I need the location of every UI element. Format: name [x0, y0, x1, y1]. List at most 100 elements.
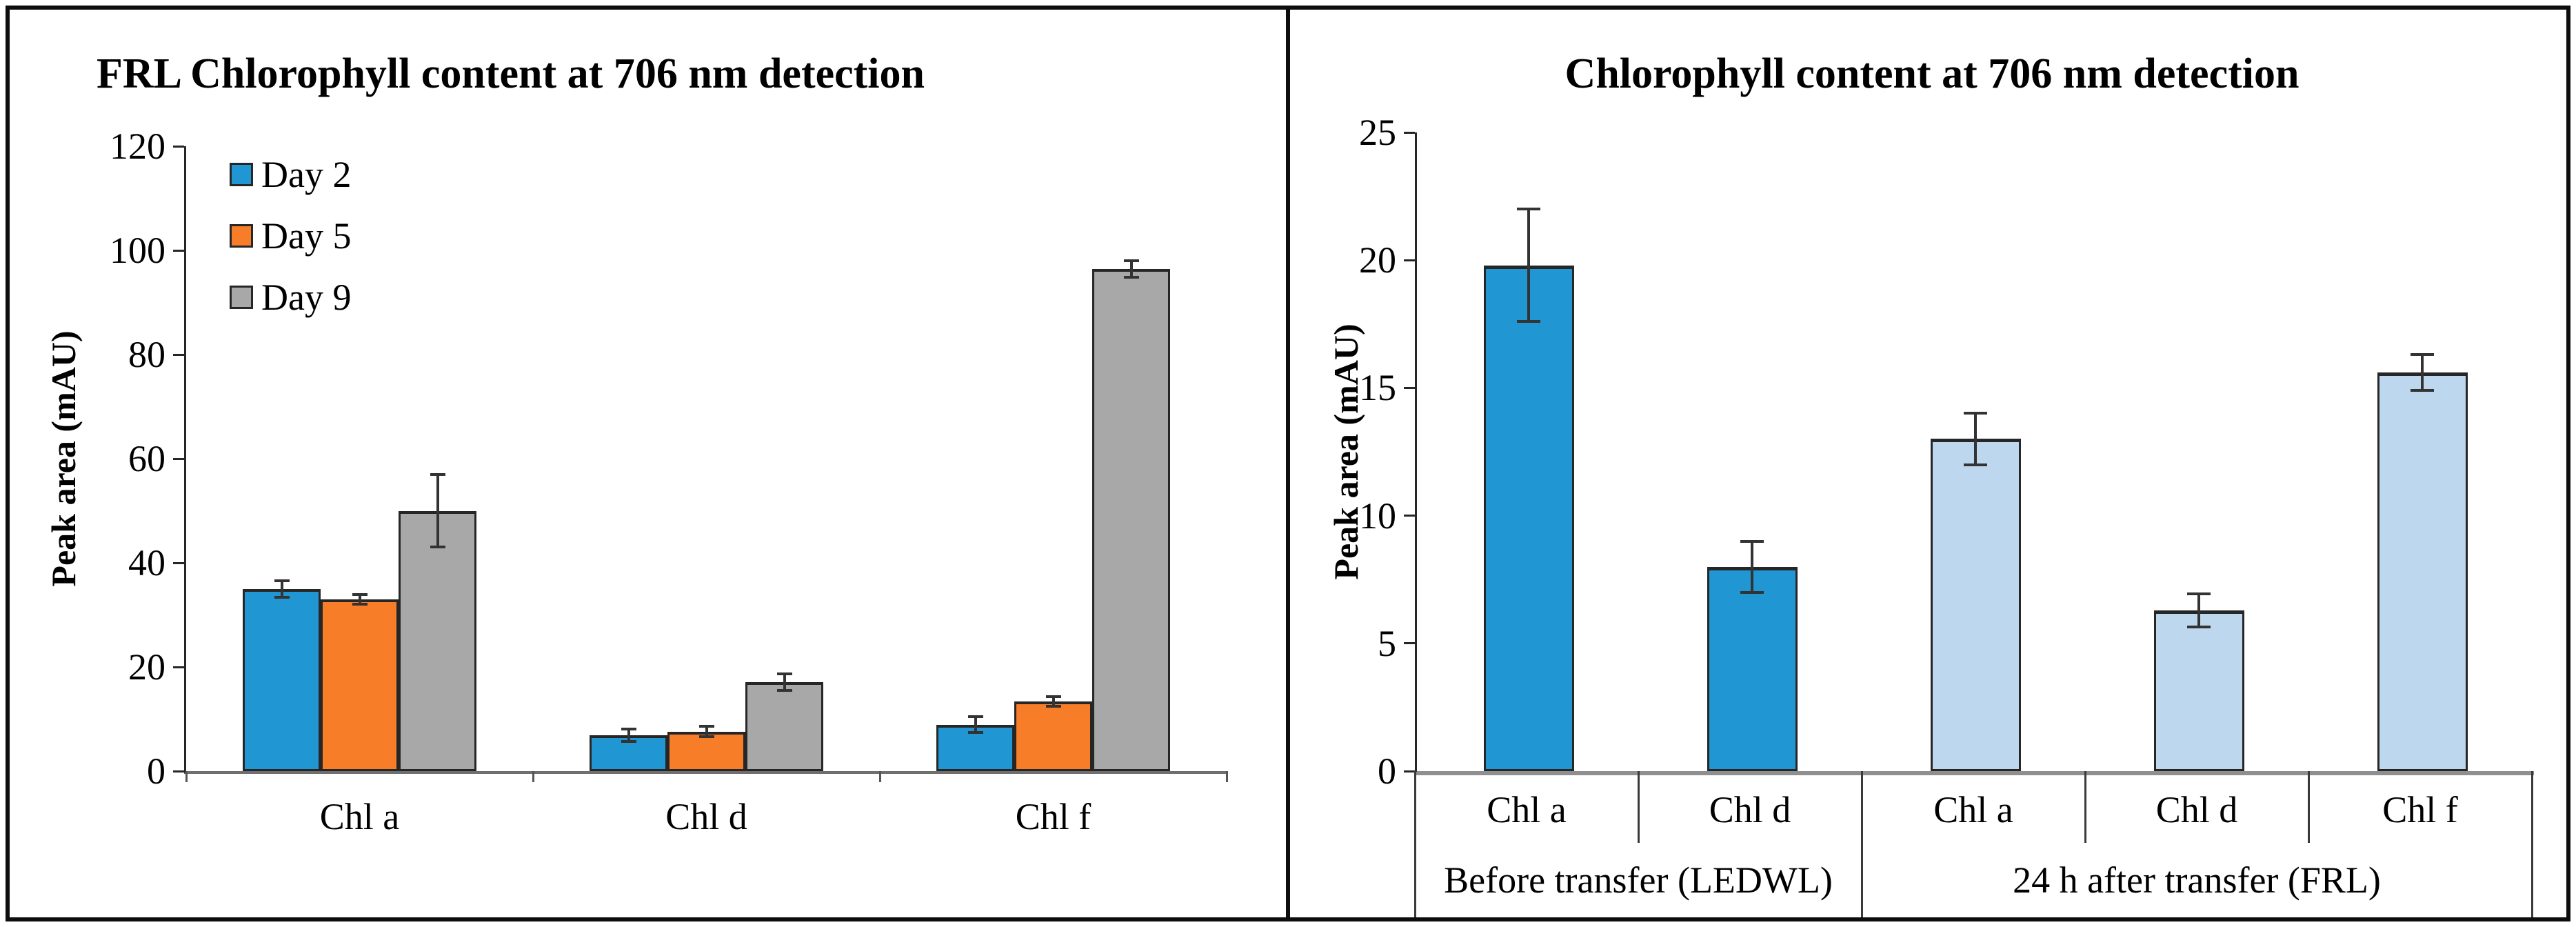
error-bar-cap-bottom — [1045, 704, 1061, 708]
error-bar-line — [2197, 593, 2200, 627]
error-bar-cap-bottom — [698, 735, 714, 739]
error-bar-line — [1051, 697, 1055, 706]
error-bar-cap-bottom — [1964, 463, 1987, 466]
transfer-bar-plot: 0 5 10 15 20 25 — [1359, 112, 2534, 792]
error-bar-line — [2421, 355, 2424, 391]
y-tick-label-80: 80 — [128, 334, 165, 375]
error-bar-cap-top — [1740, 539, 1764, 543]
group-label-before-transfer-ledwl-: Before transfer (LEDWL) — [1444, 859, 1833, 901]
bar-chl-a-after — [1930, 439, 2021, 771]
category-label-chl-f: Chl f — [1015, 796, 1091, 837]
table-cell-divider — [1637, 771, 1640, 843]
legend-swatch-day-5 — [230, 224, 253, 248]
y-tick-15 — [1404, 386, 1415, 389]
error-bar-line — [1974, 413, 1977, 465]
panel-frl-chart: FRL Chlorophyll content at 706 nm detect… — [44, 50, 1228, 837]
y-tick-label-100: 100 — [110, 230, 165, 271]
table-border-left — [1413, 771, 1416, 917]
category-axis-table: Chl a Chl d Chl a Chl d Chl f Before transfer… — [1413, 771, 2533, 917]
chart-title-right: Chlorophyll content at 706 nm detection — [1564, 50, 2300, 97]
y-tick-5 — [1404, 642, 1415, 645]
legend-swatch-day-2 — [230, 163, 253, 186]
y-tick-label-5: 5 — [1378, 622, 1396, 664]
category-label-chl-f: Chl f — [2382, 789, 2458, 830]
y-tick-20 — [1404, 259, 1415, 261]
bar-day-9-chl-f — [1092, 269, 1170, 771]
error-bar-cap-top — [1517, 208, 1540, 211]
error-bar-line — [974, 717, 977, 733]
error-bar-line — [705, 726, 708, 737]
y-tick-0 — [1404, 770, 1415, 772]
y-tick-60 — [173, 457, 184, 460]
x-tick — [1225, 771, 1228, 782]
error-bar-cap-top — [1123, 259, 1139, 263]
legend-swatch-day-9 — [230, 286, 253, 309]
error-bar-cap-top — [2411, 353, 2434, 357]
x-tick — [185, 771, 188, 782]
y-tick-25 — [1404, 131, 1415, 134]
error-bar-line — [358, 595, 361, 604]
category-label-chl-a: Chl a — [319, 796, 400, 837]
y-tick-label-20: 20 — [1359, 239, 1396, 281]
y-tick-label-120: 120 — [110, 126, 165, 167]
bar-day-9-chl-a — [399, 510, 476, 771]
error-bar-cap-bottom — [2411, 389, 2434, 392]
error-bar-cap-top — [698, 725, 714, 728]
bar-day-5-chl-d — [667, 731, 745, 771]
x-tick — [878, 771, 881, 782]
group-label-24-h-after-transfer-frl-: 24 h after transfer (FRL) — [2013, 859, 2381, 901]
error-bar-cap-top — [1964, 412, 1987, 415]
y-tick-label-0: 0 — [147, 750, 165, 792]
error-bar-cap-top — [621, 727, 636, 730]
y-tick-80 — [173, 353, 184, 356]
bar-day-5-chl-a — [321, 599, 399, 771]
error-bar-cap-bottom — [430, 546, 445, 549]
error-bar-cap-bottom — [1517, 320, 1540, 323]
bar-chl-a-before — [1483, 265, 1574, 771]
category-label-chl-a: Chl a — [1933, 789, 2013, 830]
error-bar-cap-top — [430, 472, 445, 476]
table-cell-divider — [2307, 771, 2310, 843]
error-bar-line — [1751, 541, 1753, 592]
error-bar-line — [436, 474, 439, 548]
error-bar-cap-top — [967, 715, 983, 719]
error-bar-cap-bottom — [776, 688, 792, 692]
y-tick-label-15: 15 — [1359, 367, 1396, 409]
bar-day-9-chl-d — [745, 681, 823, 771]
y-tick-120 — [173, 145, 184, 148]
y-tick-label-25: 25 — [1359, 112, 1396, 153]
y-tick-40 — [173, 561, 184, 564]
y-tick-10 — [1404, 515, 1415, 517]
y-tick-label-20: 20 — [128, 646, 165, 688]
error-bar-cap-bottom — [2187, 625, 2211, 628]
table-cell-divider — [2084, 771, 2086, 843]
bar-chl-d-before — [1707, 566, 1798, 771]
error-bar-cap-bottom — [967, 731, 983, 735]
error-bar-cap-top — [776, 672, 792, 675]
error-bar-line — [280, 580, 283, 597]
panel-divider — [1286, 6, 1290, 921]
error-bar-line — [1527, 209, 1530, 322]
error-bar-line — [1129, 261, 1133, 278]
table-group-divider — [2530, 771, 2533, 917]
y-tick-label-60: 60 — [128, 438, 165, 479]
category-label-chl-d: Chl d — [2155, 789, 2238, 830]
frl-bar-plot: 0 20 40 60 80 100 120 Chl a Chl d Chl f — [110, 126, 1228, 837]
error-bar-cap-bottom — [352, 602, 368, 606]
error-bar-line — [627, 728, 630, 741]
error-bar-cap-top — [352, 593, 368, 597]
chart-title-left: FRL Chlorophyll content at 706 nm detect… — [97, 50, 925, 97]
y-tick-100 — [173, 249, 184, 252]
error-bar-cap-top — [2187, 592, 2211, 595]
bar-day-5-chl-f — [1014, 701, 1092, 771]
category-label-chl-a: Chl a — [1487, 789, 1567, 830]
x-tick — [532, 771, 534, 782]
error-bar-line — [783, 673, 786, 690]
error-bar-cap-top — [1045, 695, 1061, 699]
y-tick-0 — [173, 770, 184, 772]
table-group-divider — [1860, 771, 1863, 917]
y-tick-label-0: 0 — [1378, 750, 1396, 792]
error-bar-cap-bottom — [1740, 590, 1764, 594]
category-label-chl-d: Chl d — [1709, 789, 1791, 830]
